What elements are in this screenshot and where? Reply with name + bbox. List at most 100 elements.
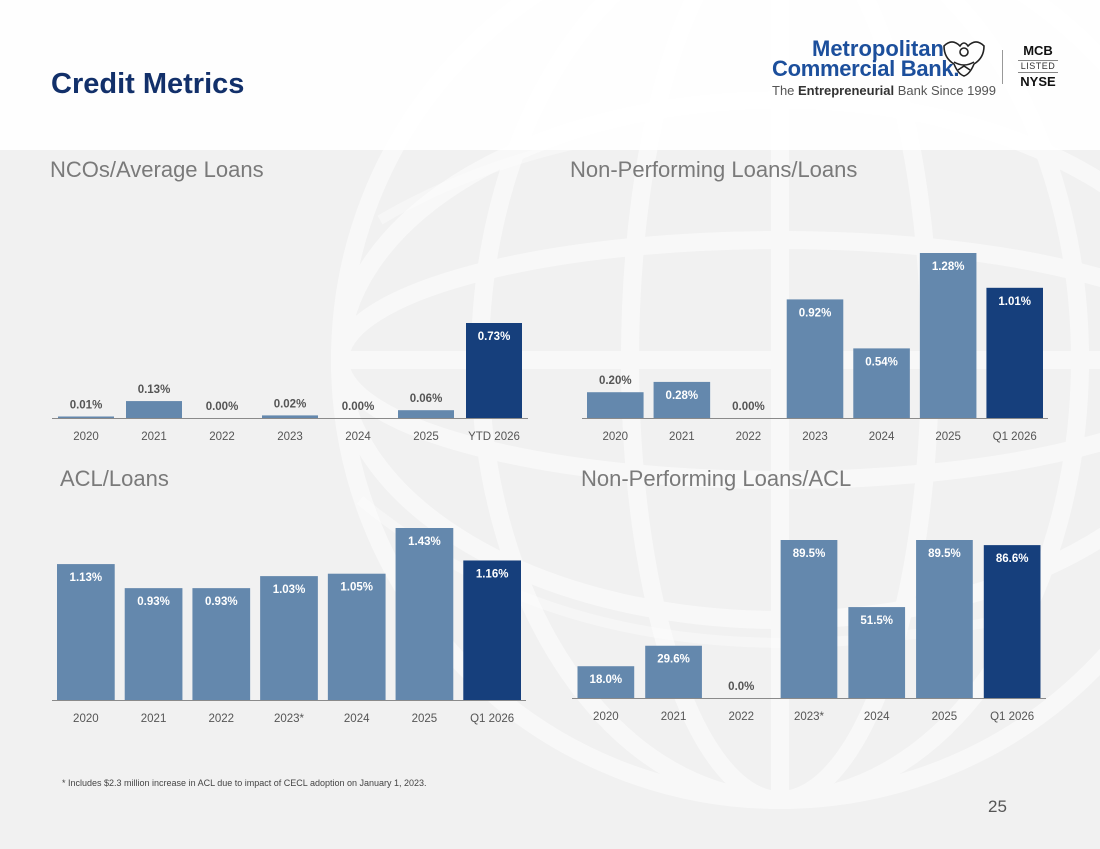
category-label: 2023 bbox=[277, 431, 303, 443]
bar-2020 bbox=[587, 392, 644, 418]
logo-tagline: The Entrepreneurial Bank Since 1999 bbox=[772, 83, 996, 98]
category-label: 2023* bbox=[274, 713, 305, 725]
chart-title-acl-loans: ACL/Loans bbox=[60, 466, 169, 491]
category-label: 2025 bbox=[935, 431, 961, 443]
category-label: 2022 bbox=[736, 431, 762, 443]
tagline-bold: Entrepreneurial bbox=[798, 83, 895, 98]
bar-2020 bbox=[58, 416, 114, 418]
category-label: 2020 bbox=[602, 431, 628, 443]
category-label: 2020 bbox=[73, 713, 99, 725]
data-label: 0.00% bbox=[732, 401, 765, 413]
bar-2020 bbox=[57, 564, 115, 700]
tagline-post: Bank Since 1999 bbox=[894, 83, 997, 98]
data-label: 0.54% bbox=[865, 356, 898, 368]
category-label: Q1 2026 bbox=[990, 711, 1034, 723]
category-label: 2022 bbox=[208, 713, 234, 725]
bar-2025 bbox=[916, 540, 973, 698]
data-label: 0.93% bbox=[137, 596, 170, 608]
bar-q1-2026 bbox=[983, 545, 1041, 698]
chart-acl-loans: 1.13% 2020 0.93% 2021 0.93% 2022 1.03% 2023* 1.0… bbox=[52, 528, 526, 725]
data-label: 1.28% bbox=[932, 261, 965, 273]
data-label: 0.73% bbox=[478, 331, 511, 343]
data-label: 1.01% bbox=[998, 296, 1031, 308]
bank-logo: Metropolitan Commercial Bank. The Entrep… bbox=[770, 36, 1070, 106]
bar-2023 bbox=[262, 415, 318, 418]
category-label: 2025 bbox=[412, 713, 438, 725]
logo-divider bbox=[1002, 50, 1003, 84]
logo-line1: Metropolitan bbox=[812, 36, 944, 61]
data-label: 0.13% bbox=[138, 384, 171, 396]
bar-2023- bbox=[780, 540, 838, 698]
category-label: 2020 bbox=[73, 431, 99, 443]
bar-2021 bbox=[653, 381, 711, 418]
category-label: Q1 2026 bbox=[470, 713, 514, 725]
chart-ncos-average-loans: 0.01% 2020 0.13% 2021 0.00% 2022 0.02% 2023 0.00… bbox=[52, 323, 528, 443]
bar-2024 bbox=[327, 573, 386, 700]
eagle-icon bbox=[943, 41, 985, 77]
listed-label: LISTED bbox=[1018, 60, 1058, 73]
bar-2022 bbox=[192, 588, 251, 700]
data-label: 1.16% bbox=[476, 568, 509, 580]
bar-2025 bbox=[395, 528, 454, 700]
page-title: Credit Metrics bbox=[51, 68, 245, 100]
data-label: 0.93% bbox=[205, 596, 238, 608]
data-label: 0.06% bbox=[410, 393, 443, 405]
bar-q1-2026 bbox=[463, 560, 521, 700]
data-label: 0.00% bbox=[342, 401, 375, 413]
bar-2023- bbox=[260, 576, 318, 700]
data-label: 0.0% bbox=[728, 681, 754, 693]
category-label: Q1 2026 bbox=[993, 431, 1037, 443]
chart-title-npl-acl: Non-Performing Loans/ACL bbox=[581, 466, 852, 491]
category-label: 2024 bbox=[345, 431, 371, 443]
ticker: MCB bbox=[1023, 43, 1053, 58]
data-label: 0.01% bbox=[70, 400, 103, 412]
page-number: 25 bbox=[988, 797, 1007, 816]
listing-badge: MCB LISTED NYSE bbox=[1018, 44, 1058, 89]
data-label: 1.13% bbox=[70, 572, 103, 584]
bar-2023 bbox=[786, 299, 844, 418]
category-label: 2025 bbox=[932, 711, 958, 723]
category-label: 2022 bbox=[209, 431, 235, 443]
chart-npl-acl: 18.0% 2020 29.6% 2021 0.0% 2022 89.5% 2023* 51.5… bbox=[572, 540, 1046, 723]
data-label: 51.5% bbox=[860, 615, 893, 627]
bar-2024 bbox=[853, 348, 910, 418]
data-label: 0.20% bbox=[599, 375, 632, 387]
data-label: 86.6% bbox=[996, 553, 1029, 565]
category-label: 2023* bbox=[794, 711, 825, 723]
data-label: 89.5% bbox=[928, 548, 961, 560]
chart-npl-loans: 0.20% 2020 0.28% 2021 0.00% 2022 0.92% 2023 0.54… bbox=[582, 253, 1048, 443]
category-label: 2021 bbox=[661, 711, 687, 723]
bar-2021 bbox=[126, 401, 182, 418]
category-label: 2021 bbox=[141, 431, 167, 443]
bar-2021 bbox=[645, 645, 702, 698]
data-label: 18.0% bbox=[590, 674, 623, 686]
bar-2021 bbox=[124, 588, 183, 700]
category-label: 2024 bbox=[869, 431, 895, 443]
category-label: 2021 bbox=[141, 713, 167, 725]
category-label: YTD 2026 bbox=[468, 431, 520, 443]
bar-2020 bbox=[577, 666, 635, 698]
category-label: 2025 bbox=[413, 431, 439, 443]
category-label: 2023 bbox=[802, 431, 828, 443]
data-label: 0.02% bbox=[274, 398, 307, 410]
exchange: NYSE bbox=[1020, 74, 1056, 89]
bar-q1-2026 bbox=[986, 287, 1043, 418]
chart-title-npl-loans: Non-Performing Loans/Loans bbox=[570, 157, 858, 182]
data-label: 1.03% bbox=[273, 584, 306, 596]
category-label: 2024 bbox=[864, 711, 890, 723]
category-label: 2022 bbox=[728, 711, 754, 723]
data-label: 29.6% bbox=[657, 654, 690, 666]
data-label: 0.92% bbox=[799, 307, 832, 319]
logo-line2: Commercial Bank. bbox=[772, 56, 960, 81]
tagline-pre: The bbox=[772, 83, 799, 98]
header-band bbox=[0, 0, 1100, 150]
footnote: * Includes $2.3 million increase in ACL … bbox=[62, 778, 427, 788]
category-label: 2021 bbox=[669, 431, 695, 443]
bar-2025 bbox=[398, 410, 454, 418]
data-label: 89.5% bbox=[793, 548, 826, 560]
chart-title-ncos: NCOs/Average Loans bbox=[50, 157, 264, 182]
data-label: 0.28% bbox=[666, 390, 699, 402]
data-label: 0.00% bbox=[206, 401, 239, 413]
bar-2024 bbox=[848, 607, 906, 698]
data-label: 1.05% bbox=[340, 582, 373, 594]
